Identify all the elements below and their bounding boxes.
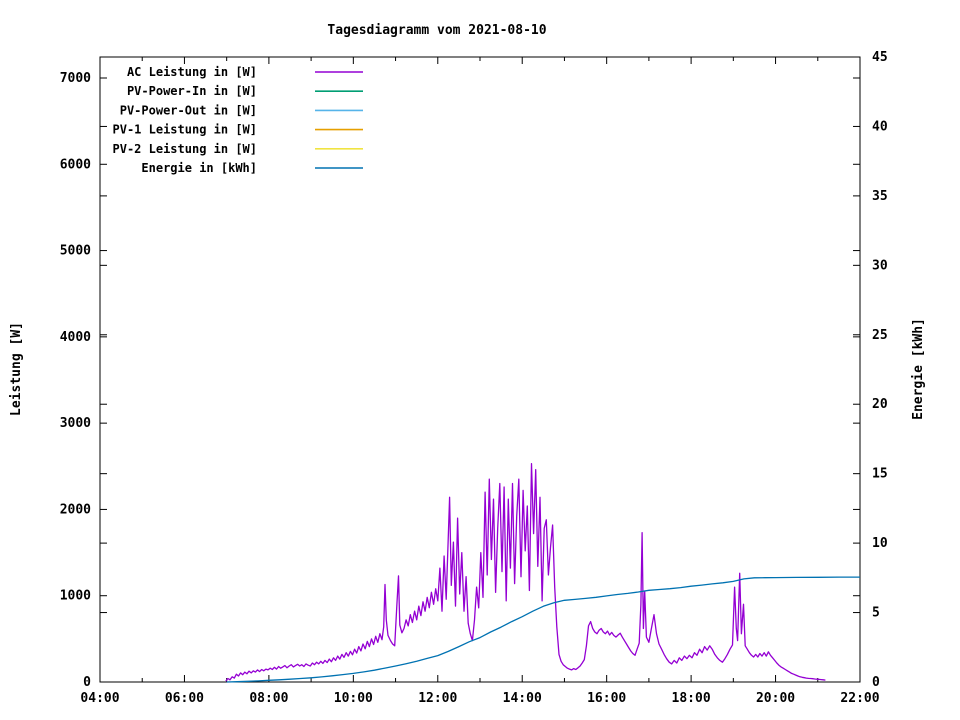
y-tick-label: 0 bbox=[83, 675, 91, 690]
legend-label-pv-power-in: PV-Power-In in [W] bbox=[127, 84, 257, 98]
x-tick-label: 04:00 bbox=[80, 691, 119, 706]
y2-tick-label: 35 bbox=[872, 189, 888, 204]
x-tick-label: 12:00 bbox=[418, 691, 457, 706]
x-tick-label: 22:00 bbox=[840, 691, 879, 706]
y2-tick-label: 20 bbox=[872, 397, 888, 412]
y-tick-label: 3000 bbox=[60, 416, 91, 431]
y2-tick-label: 15 bbox=[872, 467, 888, 482]
y2-tick-label: 0 bbox=[872, 675, 880, 690]
y2-tick-label: 40 bbox=[872, 119, 888, 134]
x-tick-label: 06:00 bbox=[165, 691, 204, 706]
y-tick-label: 5000 bbox=[60, 244, 91, 259]
y2-axis-title: Energie [kWh] bbox=[911, 318, 926, 420]
x-tick-label: 16:00 bbox=[587, 691, 626, 706]
x-tick-label: 10:00 bbox=[334, 691, 373, 706]
y-tick-label: 2000 bbox=[60, 502, 91, 517]
y-tick-label: 7000 bbox=[60, 71, 91, 86]
y2-tick-label: 25 bbox=[872, 328, 888, 343]
y-tick-label: 6000 bbox=[60, 157, 91, 172]
legend-label-pv-1: PV-1 Leistung in [W] bbox=[113, 123, 258, 137]
y-axis-title: Leistung [W] bbox=[9, 322, 24, 416]
x-tick-label: 18:00 bbox=[672, 691, 711, 706]
legend-label-ac-leistung: AC Leistung in [W] bbox=[127, 65, 257, 79]
chart-legend: AC Leistung in [W] PV-Power-In in [W] PV-P… bbox=[113, 65, 363, 175]
y-tick-label: 1000 bbox=[60, 589, 91, 604]
x-tick-label: 08:00 bbox=[249, 691, 288, 706]
y2-tick-label: 45 bbox=[872, 50, 888, 65]
legend-label-pv-power-out: PV-Power-Out in [W] bbox=[120, 103, 257, 117]
y2-tick-label: 30 bbox=[872, 258, 888, 273]
chart-title: Tagesdiagramm vom 2021-08-10 bbox=[327, 23, 546, 38]
y2-tick-label: 5 bbox=[872, 606, 880, 621]
plot-series bbox=[225, 463, 860, 683]
y-tick-label: 4000 bbox=[60, 330, 91, 345]
x-tick-label: 14:00 bbox=[503, 691, 542, 706]
series-ac-leistung-line bbox=[225, 463, 826, 682]
axis-tick-labels: 04:00 06:00 08:00 10:00 12:00 14:00 16:00 18:00… bbox=[60, 50, 888, 706]
series-energie-line bbox=[226, 576, 860, 683]
y2-tick-label: 10 bbox=[872, 536, 888, 551]
legend-label-pv-2: PV-2 Leistung in [W] bbox=[113, 142, 258, 156]
x-tick-label: 20:00 bbox=[756, 691, 795, 706]
legend-label-energie: Energie in [kWh] bbox=[141, 161, 257, 175]
